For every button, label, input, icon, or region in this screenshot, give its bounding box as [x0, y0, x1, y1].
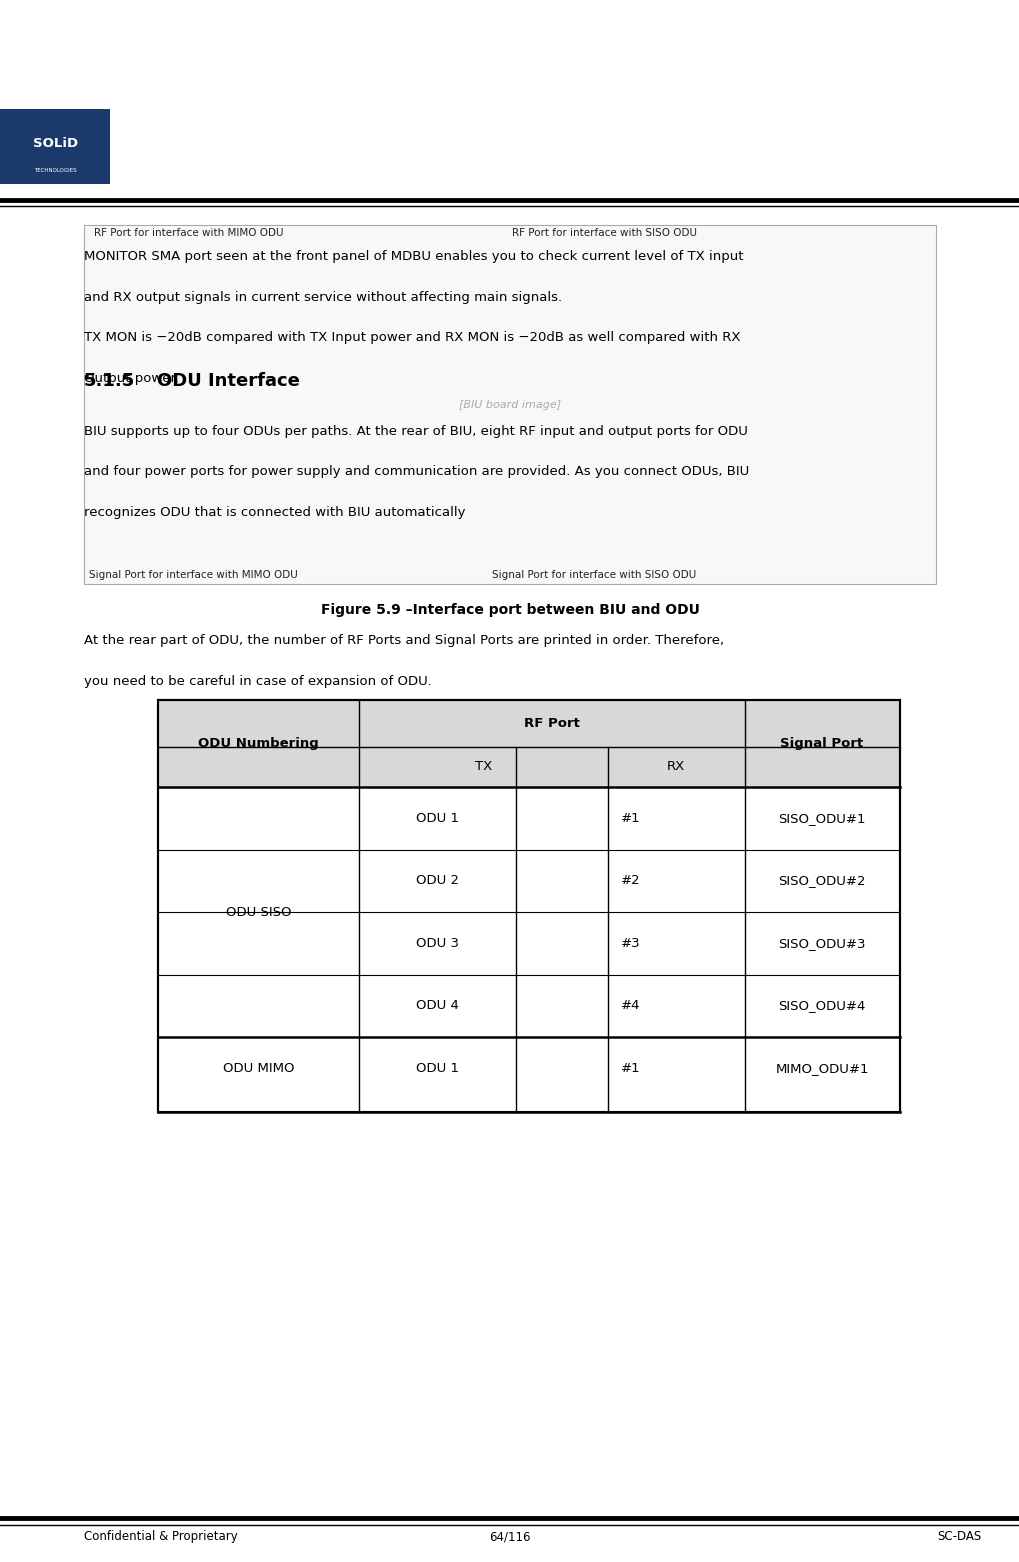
Text: RF Port: RF Port: [524, 717, 579, 729]
Text: ODU MIMO: ODU MIMO: [222, 1062, 294, 1075]
Text: ODU 1: ODU 1: [416, 1062, 459, 1075]
Text: SISO_ODU#2: SISO_ODU#2: [777, 875, 865, 887]
Text: ODU 1: ODU 1: [416, 812, 459, 825]
Text: you need to be careful in case of expansion of ODU.: you need to be careful in case of expans…: [84, 675, 431, 687]
Text: 5.1.5: 5.1.5: [84, 372, 135, 390]
Bar: [0, 109, 110, 184]
Text: ODU Numbering: ODU Numbering: [198, 737, 319, 750]
Text: Confidential & Proprietary: Confidential & Proprietary: [84, 1531, 237, 1543]
Text: TECHNOLOGIES: TECHNOLOGIES: [34, 169, 76, 173]
Bar: [158, 700, 899, 787]
Text: ODU 4: ODU 4: [416, 1000, 459, 1012]
Text: ODU 2: ODU 2: [416, 875, 459, 887]
Text: #4: #4: [620, 1000, 640, 1012]
Text: recognizes ODU that is connected with BIU automatically: recognizes ODU that is connected with BI…: [84, 506, 465, 519]
Text: Figure 5.9 –Interface port between BIU and ODU: Figure 5.9 –Interface port between BIU a…: [320, 603, 699, 617]
Text: #1: #1: [620, 1062, 640, 1075]
Text: #1: #1: [620, 812, 640, 825]
Text: MONITOR SMA port seen at the front panel of MDBU enables you to check current le: MONITOR SMA port seen at the front panel…: [84, 250, 743, 262]
Text: ODU SISO: ODU SISO: [225, 906, 291, 918]
Text: #2: #2: [620, 875, 640, 887]
Text: TX MON is −20dB compared with TX Input power and RX MON is −20dB as well compare: TX MON is −20dB compared with TX Input p…: [84, 331, 740, 344]
Text: 64/116: 64/116: [489, 1531, 530, 1543]
Text: Signal Port for interface with MIMO ODU: Signal Port for interface with MIMO ODU: [89, 570, 298, 580]
Text: SISO_ODU#1: SISO_ODU#1: [777, 812, 865, 825]
Bar: [84, 225, 935, 584]
Text: RF Port for interface with SISO ODU: RF Port for interface with SISO ODU: [512, 228, 696, 237]
Text: BIU supports up to four ODUs per paths. At the rear of BIU, eight RF input and o: BIU supports up to four ODUs per paths. …: [84, 425, 747, 437]
Text: Signal Port: Signal Port: [780, 737, 863, 750]
Text: ODU Interface: ODU Interface: [157, 372, 300, 390]
Text: SISO_ODU#3: SISO_ODU#3: [777, 937, 865, 950]
Bar: [158, 700, 899, 1112]
Text: ODU 3: ODU 3: [416, 937, 459, 950]
Text: SISO_ODU#4: SISO_ODU#4: [777, 1000, 865, 1012]
Text: RX: RX: [666, 761, 685, 773]
Text: MIMO_ODU#1: MIMO_ODU#1: [774, 1062, 868, 1075]
Text: Output power.: Output power.: [84, 372, 178, 384]
Text: #3: #3: [620, 937, 640, 950]
Text: Signal Port for interface with SISO ODU: Signal Port for interface with SISO ODU: [491, 570, 695, 580]
Text: TX: TX: [475, 761, 491, 773]
Text: RF Port for interface with MIMO ODU: RF Port for interface with MIMO ODU: [94, 228, 283, 237]
Text: and RX output signals in current service without affecting main signals.: and RX output signals in current service…: [84, 291, 561, 303]
Text: At the rear part of ODU, the number of RF Ports and Signal Ports are printed in : At the rear part of ODU, the number of R…: [84, 634, 723, 647]
Text: SOLiD: SOLiD: [33, 136, 77, 150]
Text: [BIU board image]: [BIU board image]: [459, 400, 560, 409]
Text: and four power ports for power supply and communication are provided. As you con: and four power ports for power supply an…: [84, 465, 748, 478]
Text: SC-DAS: SC-DAS: [936, 1531, 980, 1543]
